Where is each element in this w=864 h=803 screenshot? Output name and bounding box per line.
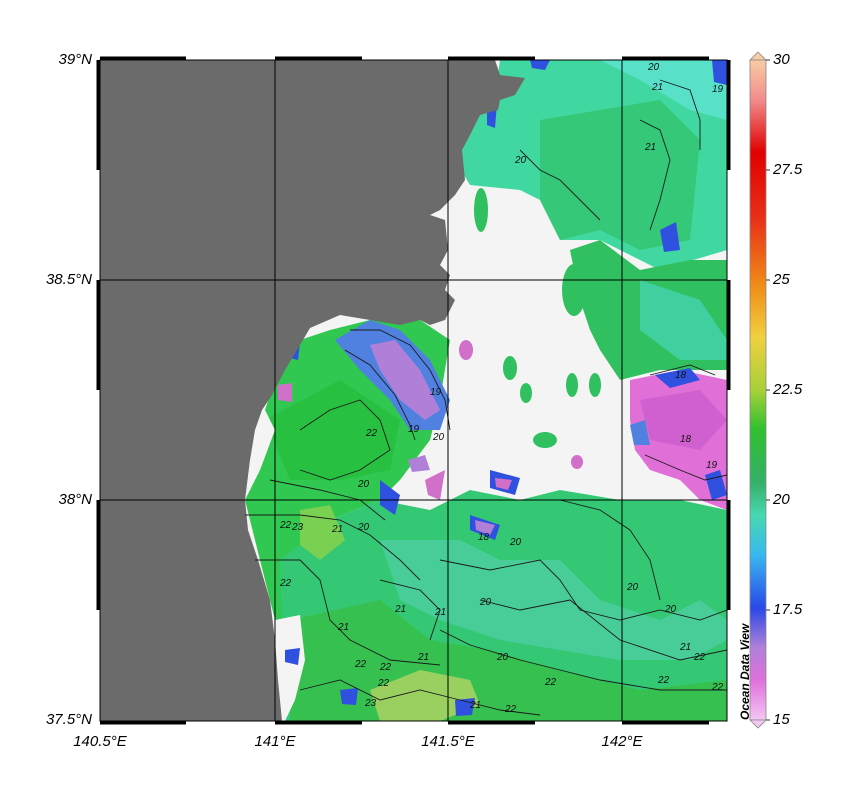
svg-text:22: 22 <box>279 578 292 589</box>
svg-text:19: 19 <box>712 84 724 95</box>
svg-text:22: 22 <box>354 659 367 670</box>
lon-label-141: 141°E <box>254 733 296 750</box>
svg-text:20: 20 <box>664 604 677 615</box>
colorbar-tick-17-5: 17.5 <box>773 601 803 618</box>
svg-text:22: 22 <box>504 704 517 715</box>
colorbar-tick-22-5: 22.5 <box>773 381 803 398</box>
contour-labels: 20 19 21 21 20 18 18 19 22 20 19 19 20 2… <box>279 62 724 715</box>
contour-lines <box>245 79 727 716</box>
frame-ticks <box>96 56 731 725</box>
svg-text:18: 18 <box>680 434 692 445</box>
lat-label-37-5: 37.5°N <box>45 711 92 728</box>
colorbar-tick-25: 25 <box>773 271 790 288</box>
svg-text:20: 20 <box>357 479 370 490</box>
svg-text:20: 20 <box>626 582 639 593</box>
svg-text:21: 21 <box>679 642 691 653</box>
svg-text:22: 22 <box>711 682 724 693</box>
svg-text:19: 19 <box>408 424 420 435</box>
svg-text:22: 22 <box>657 675 670 686</box>
svg-text:20: 20 <box>432 432 445 443</box>
colorbar-tick-30: 30 <box>773 51 790 68</box>
svg-text:22: 22 <box>279 520 292 531</box>
svg-text:20: 20 <box>514 155 527 166</box>
svg-text:20: 20 <box>647 62 660 73</box>
svg-text:23: 23 <box>291 522 304 533</box>
ocean-data-view-watermark: Ocean Data View <box>738 623 752 720</box>
map-frame <box>99 59 728 722</box>
svg-text:21: 21 <box>417 652 429 663</box>
colorbar-tick-27-5: 27.5 <box>773 161 803 178</box>
svg-text:22: 22 <box>377 678 390 689</box>
svg-text:23: 23 <box>364 698 377 709</box>
lon-label-140-5: 140.5°E <box>73 733 127 750</box>
lat-label-38: 38°N <box>58 491 92 508</box>
svg-text:19: 19 <box>706 460 718 471</box>
lon-label-142: 142°E <box>601 733 643 750</box>
svg-text:18: 18 <box>478 532 490 543</box>
svg-text:21: 21 <box>651 82 663 93</box>
svg-text:22: 22 <box>544 677 557 688</box>
svg-text:21: 21 <box>331 524 343 535</box>
svg-text:22: 22 <box>365 428 378 439</box>
colorbar <box>749 51 770 729</box>
colorbar-tick-20: 20 <box>773 491 790 508</box>
svg-text:20: 20 <box>479 597 492 608</box>
svg-text:18: 18 <box>675 370 687 381</box>
svg-text:22: 22 <box>379 662 392 673</box>
svg-text:19: 19 <box>430 387 442 398</box>
map-plot-area: 20 19 21 21 20 18 18 19 22 20 19 19 20 2… <box>100 60 727 721</box>
lat-label-39: 39°N <box>58 51 92 68</box>
svg-text:20: 20 <box>357 522 370 533</box>
svg-text:21: 21 <box>394 604 406 615</box>
land-mass <box>100 60 525 721</box>
svg-text:22: 22 <box>693 652 706 663</box>
lat-label-38-5: 38.5°N <box>45 271 92 288</box>
lon-label-141-5: 141.5°E <box>421 733 475 750</box>
graticule <box>100 60 727 721</box>
svg-text:21: 21 <box>434 607 446 618</box>
svg-text:20: 20 <box>509 537 522 548</box>
svg-text:21: 21 <box>469 700 481 711</box>
svg-text:21: 21 <box>644 142 656 153</box>
colorbar-tick-15: 15 <box>773 711 790 728</box>
svg-text:21: 21 <box>337 622 349 633</box>
svg-text:20: 20 <box>496 652 509 663</box>
